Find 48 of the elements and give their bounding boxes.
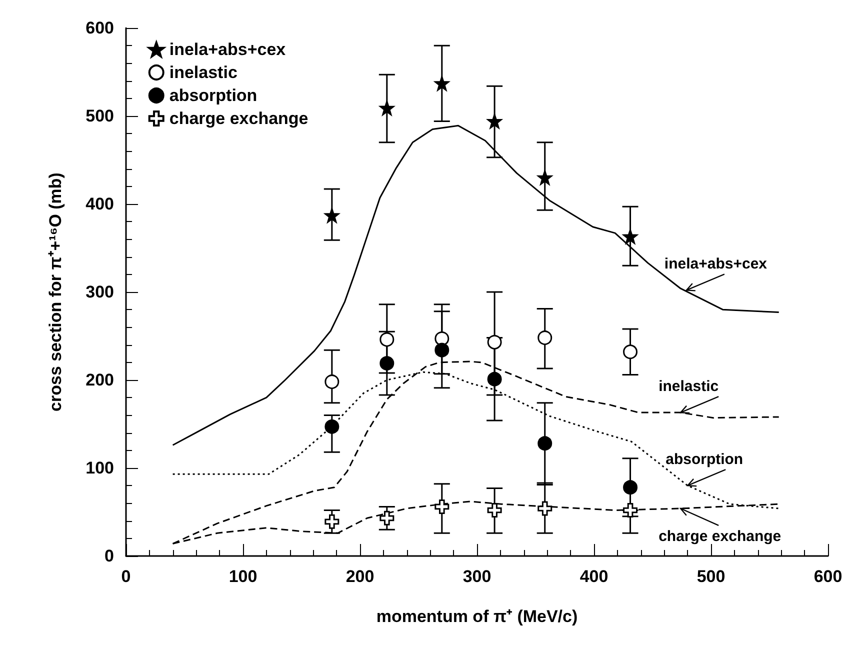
- point: [380, 356, 394, 371]
- x-tick-label: 300: [462, 567, 492, 586]
- point: [380, 510, 394, 526]
- point: [487, 502, 502, 518]
- legend-label: charge exchange: [169, 109, 308, 128]
- x-tick-label: 100: [228, 567, 258, 586]
- y-axis-title: cross section for π⁺+¹⁶O (mb): [46, 172, 65, 412]
- x-tick-label: 200: [346, 567, 374, 586]
- point: [538, 330, 552, 346]
- point: [380, 332, 394, 347]
- legend-label: inelastic: [169, 63, 238, 82]
- point: [538, 436, 552, 451]
- y-tick-label: 200: [86, 370, 114, 390]
- x-axis-title: momentum of π⁺ (MeV/c): [376, 607, 578, 626]
- annotation: absorption: [666, 451, 744, 468]
- point: [324, 419, 340, 434]
- y-tick-label: 500: [86, 106, 114, 126]
- point: [487, 372, 502, 386]
- annotation: inela+abs+cex: [664, 256, 768, 273]
- x-tick-label: 600: [814, 567, 842, 586]
- point: [538, 170, 552, 185]
- point: [380, 100, 394, 116]
- point: [623, 229, 638, 244]
- annotation: charge exchange: [658, 528, 782, 545]
- x-tick-label: 500: [696, 567, 726, 586]
- point: [487, 334, 502, 350]
- point: [434, 76, 450, 91]
- point: [623, 480, 638, 495]
- point: [434, 342, 450, 358]
- point: [623, 344, 638, 360]
- y-tick-label: 100: [86, 458, 114, 478]
- legend-label: inela+abs+cex: [169, 40, 286, 59]
- point: [324, 514, 340, 529]
- legend-label: absorption: [169, 86, 258, 105]
- point: [324, 374, 340, 390]
- annotation: inelastic: [658, 378, 719, 396]
- point: [487, 114, 502, 129]
- x-tick-label: 400: [580, 567, 608, 586]
- x-tick-label: 0: [121, 567, 131, 586]
- point: [538, 501, 552, 516]
- point: [434, 499, 450, 514]
- y-tick-label: 600: [86, 18, 114, 38]
- point: [324, 208, 340, 223]
- point: [623, 502, 638, 518]
- point: [434, 331, 450, 346]
- y-tick-label: 0: [104, 546, 114, 566]
- y-tick-label: 300: [86, 282, 114, 302]
- y-tick-label: 400: [86, 194, 114, 214]
